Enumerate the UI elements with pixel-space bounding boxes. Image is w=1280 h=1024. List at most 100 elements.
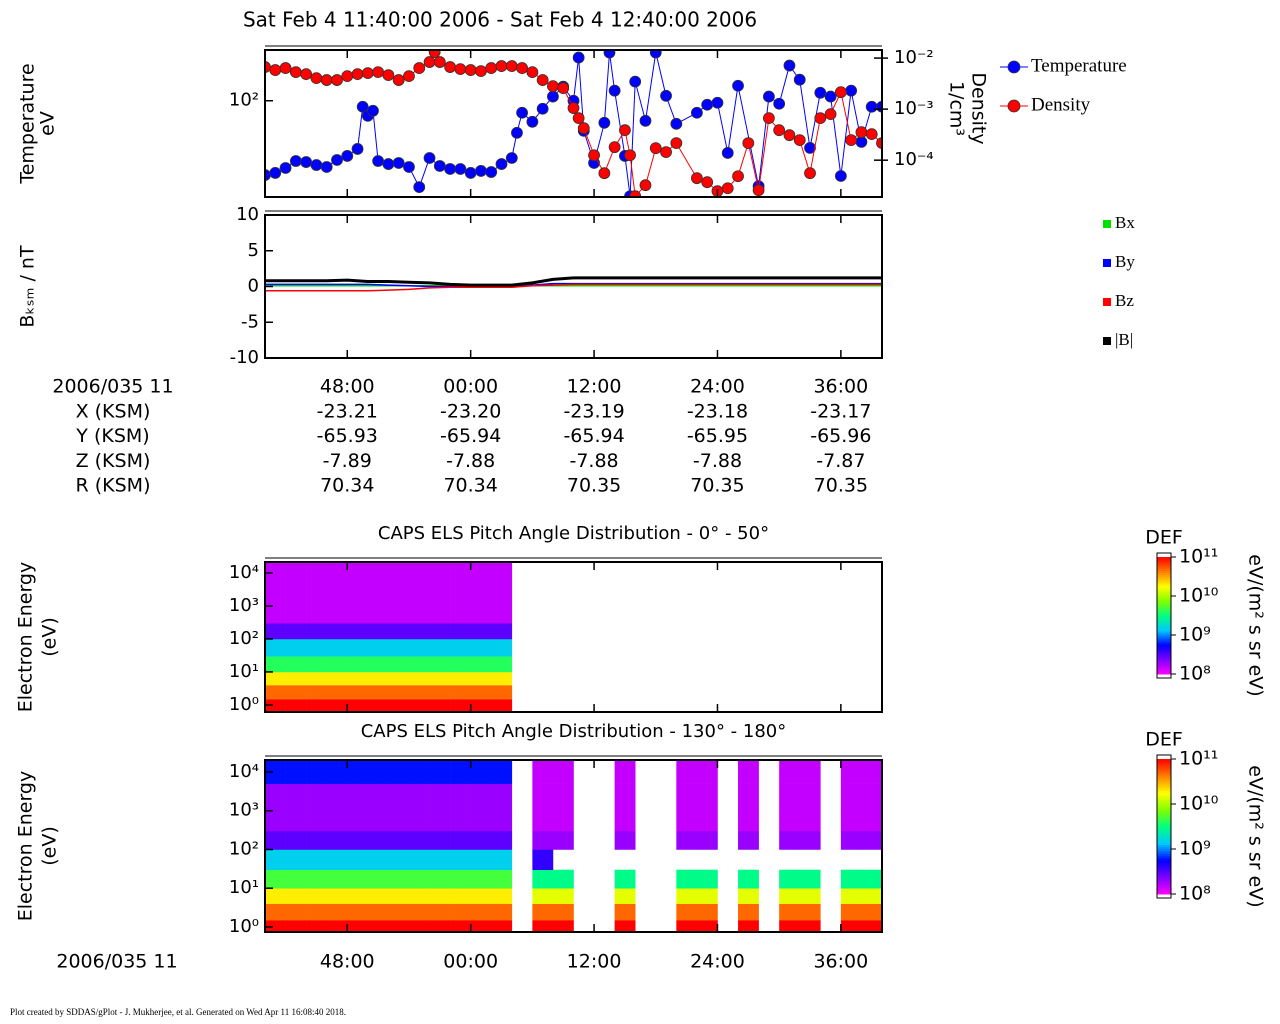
- marker: [526, 66, 539, 79]
- legend-swatch: [1103, 259, 1111, 267]
- y-tick-label: 10²: [229, 90, 259, 111]
- heat-cell: [429, 849, 451, 871]
- colorbar-unit: eV/(m² s sr eV): [1245, 765, 1267, 907]
- heat-cell: [306, 849, 327, 871]
- heat-cell: [614, 810, 636, 832]
- ephemeris-label: R (KSM): [76, 475, 151, 497]
- heat-cell: [491, 783, 513, 812]
- heat-cell: [408, 699, 430, 712]
- marker: [423, 152, 436, 164]
- heat-cell: [491, 699, 513, 712]
- marker: [598, 167, 611, 180]
- marker: [773, 124, 786, 137]
- heat-cell: [799, 888, 821, 904]
- heat-cell: [388, 562, 410, 584]
- heat-cell: [840, 810, 862, 832]
- heat-cell: [738, 783, 759, 812]
- heat-cell: [491, 903, 513, 921]
- heat-cell: [265, 888, 286, 904]
- marker: [804, 167, 816, 180]
- heat-cell: [429, 830, 451, 850]
- colorbar-segment: [1157, 594, 1171, 597]
- colorbar-segment: [1157, 855, 1171, 859]
- heat-cell: [738, 760, 759, 784]
- marker: [331, 154, 343, 166]
- heat-cell: [326, 869, 348, 889]
- marker: [392, 74, 405, 86]
- marker: [516, 106, 528, 119]
- heat-cell: [450, 582, 471, 607]
- colorbar-tick-label: 10⁸: [1179, 883, 1211, 905]
- colorbar-segment: [1157, 824, 1171, 827]
- heat-cell: [367, 562, 389, 584]
- heat-cell: [450, 623, 471, 640]
- heat-cell: [470, 810, 492, 832]
- heat-cell: [450, 605, 471, 624]
- heat-cell: [367, 623, 389, 640]
- heat-cell: [450, 760, 471, 784]
- time-label: 2006/035 11: [52, 376, 173, 398]
- colorbar-segment: [1157, 867, 1171, 870]
- colorbar-segment: [1157, 664, 1171, 667]
- colorbar-segment: [1157, 770, 1171, 773]
- heat-cell: [470, 582, 492, 607]
- heat-cell: [450, 699, 471, 712]
- x-tick-label: 36:00: [813, 951, 868, 973]
- colorbar-segment: [1157, 837, 1171, 841]
- heat-cell: [552, 903, 574, 921]
- heat-cell: [696, 903, 718, 921]
- marker: [603, 50, 616, 59]
- marker: [516, 62, 528, 74]
- heat-cell: [347, 582, 369, 607]
- heat-cell: [450, 656, 471, 673]
- marker: [629, 75, 642, 88]
- plot-frame: [264, 49, 883, 198]
- heat-cell: [696, 760, 718, 784]
- heat-cell: [696, 920, 718, 932]
- heat-cell: [285, 582, 307, 607]
- heat-cell: [408, 638, 430, 657]
- colorbar-segment: [1157, 844, 1171, 848]
- heat-cell: [347, 869, 369, 889]
- heat-cell: [429, 623, 451, 640]
- heat-cell: [306, 671, 327, 686]
- colorbar-segment: [1157, 808, 1171, 812]
- heat-cell: [552, 869, 574, 889]
- heat-cell: [779, 903, 801, 921]
- colorbar-segment: [1157, 817, 1171, 821]
- heat-cell: [552, 810, 574, 832]
- heat-cell: [388, 783, 410, 812]
- heat-cell: [491, 562, 513, 584]
- marker: [300, 156, 313, 168]
- heat-cell: [367, 810, 389, 832]
- heat-cell: [408, 605, 430, 624]
- marker: [660, 146, 672, 158]
- y-tick-label: 10⁴: [229, 761, 259, 782]
- ephemeris-value: -7.88: [569, 450, 618, 472]
- heat-cell: [696, 869, 718, 889]
- heat-cell: [532, 810, 554, 832]
- colorbar-segment: [1157, 768, 1171, 771]
- heat-cell: [408, 810, 430, 832]
- heat-cell: [491, 830, 513, 850]
- heat-cell: [861, 869, 882, 889]
- heat-cell: [285, 760, 307, 784]
- marker: [526, 115, 539, 128]
- legend-swatch: [1103, 298, 1111, 306]
- y-tick-label: 0: [248, 276, 259, 297]
- heat-cell: [470, 903, 492, 921]
- heat-cell: [388, 903, 410, 921]
- colorbar-segment: [1157, 613, 1171, 616]
- marker: [701, 98, 714, 111]
- colorbar-segment: [1157, 631, 1171, 634]
- heat-cell: [306, 903, 327, 921]
- heat-cell: [840, 920, 862, 932]
- heat-cell: [367, 605, 389, 624]
- colorbar-segment: [1157, 781, 1171, 785]
- heat-cell: [326, 638, 348, 657]
- heat-cell: [388, 849, 410, 871]
- heat-cell: [265, 783, 286, 812]
- heat-cell: [470, 605, 492, 624]
- heat-cell: [491, 888, 513, 904]
- heat-cell: [285, 830, 307, 850]
